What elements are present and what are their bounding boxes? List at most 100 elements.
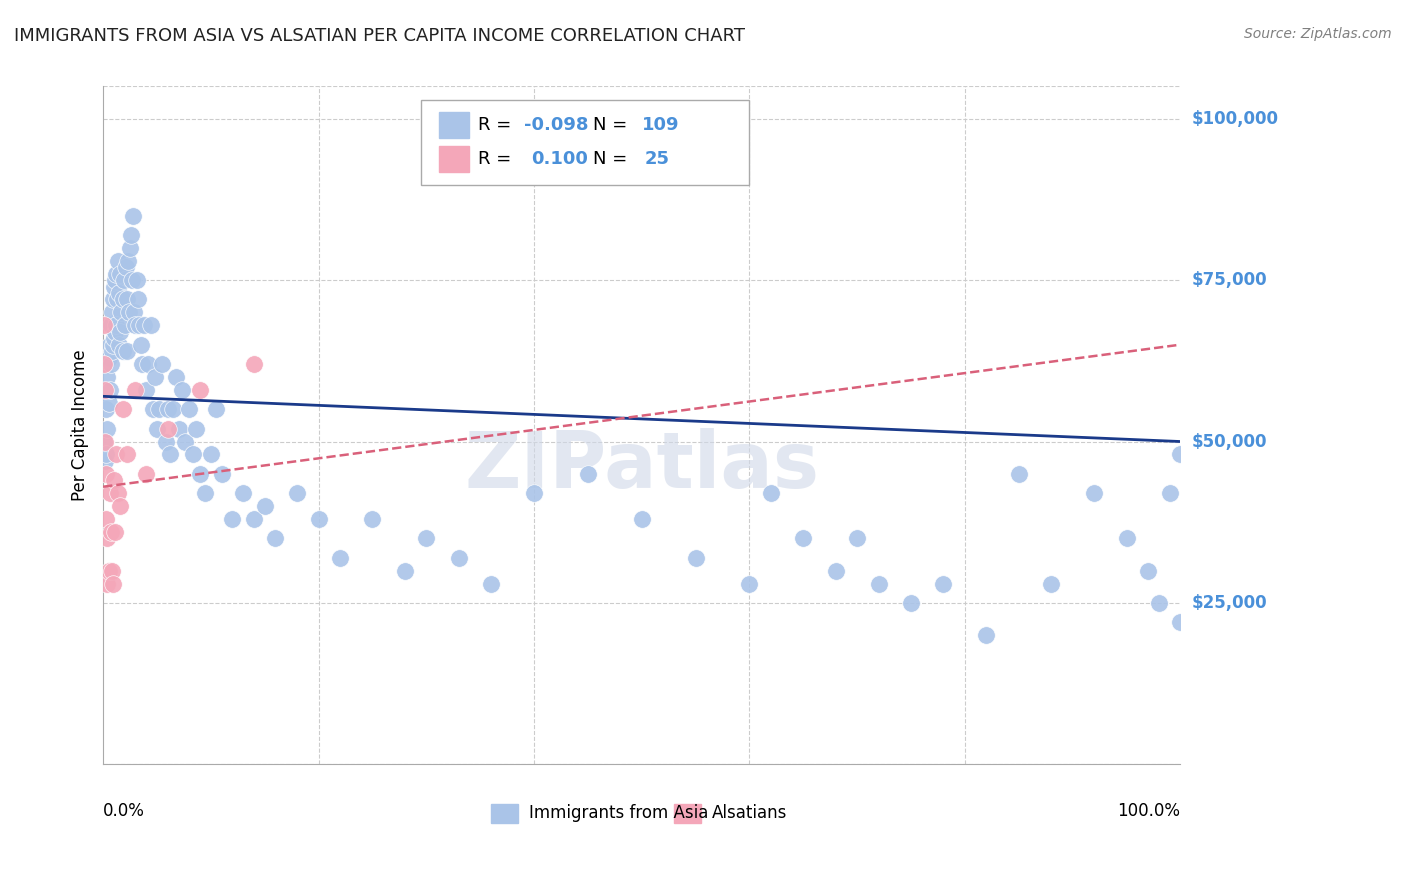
Point bbox=[112, 273, 135, 287]
Point bbox=[115, 447, 138, 461]
Point bbox=[120, 241, 142, 255]
Point bbox=[100, 318, 122, 333]
Point bbox=[103, 279, 125, 293]
Point bbox=[96, 422, 118, 436]
Point bbox=[156, 422, 179, 436]
Point bbox=[107, 253, 129, 268]
Text: Source: ZipAtlas.com: Source: ZipAtlas.com bbox=[1244, 27, 1392, 41]
Point bbox=[97, 396, 120, 410]
Bar bbox=[439, 112, 470, 138]
Y-axis label: Per Capita Income: Per Capita Income bbox=[72, 350, 89, 501]
Point bbox=[131, 357, 153, 371]
Point bbox=[115, 293, 138, 307]
Text: N =: N = bbox=[593, 116, 633, 134]
Point bbox=[135, 467, 157, 481]
Point bbox=[415, 532, 437, 546]
Point bbox=[976, 628, 998, 642]
Point bbox=[179, 402, 201, 417]
Point bbox=[138, 357, 160, 371]
Point bbox=[114, 318, 136, 333]
Point bbox=[100, 344, 122, 359]
Point bbox=[932, 576, 955, 591]
Point bbox=[94, 383, 117, 397]
Point bbox=[110, 325, 132, 339]
Point bbox=[135, 383, 157, 397]
Point bbox=[114, 260, 136, 275]
Point bbox=[1008, 467, 1031, 481]
Point bbox=[111, 402, 134, 417]
Point bbox=[232, 486, 254, 500]
Point bbox=[104, 524, 127, 539]
Point bbox=[94, 434, 117, 449]
Text: R =: R = bbox=[478, 150, 523, 168]
Point bbox=[824, 564, 846, 578]
Point bbox=[630, 512, 652, 526]
Point bbox=[146, 422, 169, 436]
Point bbox=[1083, 486, 1105, 500]
Text: -0.098: -0.098 bbox=[524, 116, 589, 134]
Point bbox=[96, 532, 118, 546]
Point bbox=[105, 447, 128, 461]
Point bbox=[115, 344, 138, 359]
Point bbox=[105, 293, 128, 307]
Point bbox=[110, 499, 132, 513]
FancyBboxPatch shape bbox=[420, 100, 749, 185]
Point bbox=[122, 209, 145, 223]
Point bbox=[167, 422, 190, 436]
Point bbox=[139, 318, 162, 333]
Point bbox=[125, 273, 148, 287]
Point bbox=[685, 550, 707, 565]
Point bbox=[120, 227, 142, 242]
Point bbox=[101, 337, 124, 351]
Point bbox=[110, 267, 132, 281]
Point bbox=[121, 273, 143, 287]
Point bbox=[211, 467, 233, 481]
Text: 100.0%: 100.0% bbox=[1118, 802, 1181, 820]
Point bbox=[103, 331, 125, 345]
Point bbox=[243, 357, 266, 371]
Point bbox=[97, 564, 120, 578]
Point bbox=[1159, 486, 1181, 500]
Point bbox=[98, 383, 121, 397]
Point bbox=[107, 486, 129, 500]
Text: $75,000: $75,000 bbox=[1191, 271, 1267, 289]
Point bbox=[181, 447, 204, 461]
Point bbox=[264, 532, 287, 546]
Point bbox=[576, 467, 599, 481]
Point bbox=[1115, 532, 1137, 546]
Text: ZIPatlas: ZIPatlas bbox=[464, 428, 820, 504]
Point bbox=[329, 550, 352, 565]
Point bbox=[900, 596, 922, 610]
Text: R =: R = bbox=[478, 116, 517, 134]
Point bbox=[394, 564, 416, 578]
Point bbox=[93, 434, 115, 449]
Point bbox=[129, 337, 152, 351]
Text: 0.100: 0.100 bbox=[531, 150, 588, 168]
Point bbox=[1040, 576, 1063, 591]
Point bbox=[188, 383, 211, 397]
Point bbox=[93, 318, 115, 333]
Point bbox=[243, 512, 266, 526]
Point bbox=[308, 512, 330, 526]
Point bbox=[184, 422, 207, 436]
Point bbox=[96, 576, 118, 591]
Point bbox=[110, 305, 132, 319]
Point bbox=[159, 447, 181, 461]
Text: 0.0%: 0.0% bbox=[103, 802, 145, 820]
Point bbox=[1147, 596, 1170, 610]
Point bbox=[101, 576, 124, 591]
Point bbox=[105, 267, 128, 281]
Point bbox=[194, 486, 217, 500]
Point bbox=[1170, 615, 1192, 630]
Point bbox=[205, 402, 228, 417]
Point bbox=[479, 576, 502, 591]
Point bbox=[98, 337, 121, 351]
Point bbox=[118, 305, 141, 319]
Point bbox=[124, 318, 146, 333]
Point bbox=[142, 402, 165, 417]
Point bbox=[104, 273, 127, 287]
Bar bbox=[673, 804, 702, 822]
Point bbox=[103, 473, 125, 487]
Point bbox=[111, 344, 134, 359]
Point bbox=[868, 576, 890, 591]
